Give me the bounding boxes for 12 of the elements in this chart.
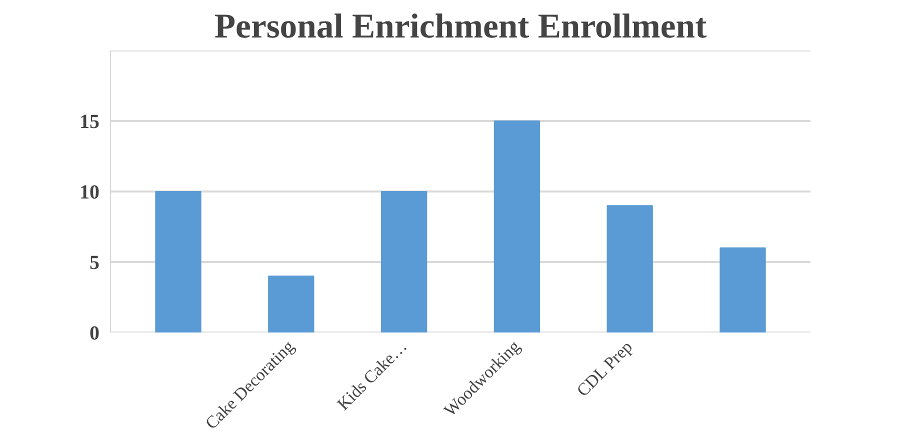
bar bbox=[380, 191, 428, 332]
x-tick-label: CDL Prep bbox=[573, 337, 636, 400]
chart-title: Personal Enrichment Enrollment bbox=[214, 8, 708, 46]
y-tick-label: 15 bbox=[80, 111, 100, 133]
y-tick-label: 5 bbox=[90, 252, 100, 274]
bar bbox=[155, 191, 202, 332]
bar bbox=[606, 205, 653, 332]
bar bbox=[268, 276, 314, 332]
bar bbox=[720, 247, 766, 332]
y-tick-label: 0 bbox=[90, 322, 100, 344]
y-tick-label: 10 bbox=[80, 182, 100, 204]
bar bbox=[494, 120, 540, 332]
